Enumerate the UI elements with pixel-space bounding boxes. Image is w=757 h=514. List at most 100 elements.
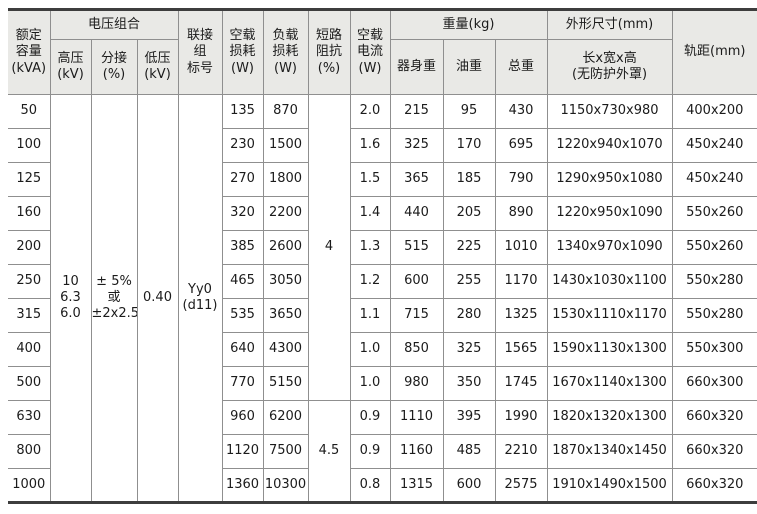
cell-no-load-loss: 230 [221, 128, 264, 163]
cell-load-loss: 10300 [262, 468, 309, 503]
cell-no-load-loss: 535 [221, 298, 264, 333]
cell-load-loss: 2200 [262, 196, 309, 231]
cell-oil-weight: 255 [442, 264, 496, 299]
cell-body-weight: 515 [389, 230, 444, 265]
header-body-weight: 器身重 [389, 39, 444, 95]
cell-load-loss: 7500 [262, 434, 309, 469]
cell-gauge: 550x300 [671, 332, 757, 367]
header-oil-weight: 油重 [442, 39, 496, 95]
cell-total-weight: 1010 [494, 230, 548, 265]
cell-no-load-loss: 1120 [221, 434, 264, 469]
table-row: 100 230 1500 1.6 325 170 695 1220x940x1070 450x2… [8, 128, 757, 163]
cell-dimensions: 1820x1320x1300 [546, 400, 673, 435]
cell-no-load-current: 1.5 [349, 162, 391, 197]
cell-no-load-current: 1.2 [349, 264, 391, 299]
cell-dimensions: 1670x1140x1300 [546, 366, 673, 401]
cell-no-load-current: 0.9 [349, 400, 391, 435]
cell-body-weight: 715 [389, 298, 444, 333]
cell-capacity: 200 [8, 230, 51, 265]
cell-load-loss: 3050 [262, 264, 309, 299]
cell-no-load-loss: 1360 [221, 468, 264, 503]
cell-body-weight: 325 [389, 128, 444, 163]
cell-gauge: 660x300 [671, 366, 757, 401]
table-header: 额定 容量 (kVA) 电压组合 联接 组 标号 空载 损耗 (W) 负载 损耗… [8, 9, 757, 95]
cell-total-weight: 1990 [494, 400, 548, 435]
cell-capacity: 400 [8, 332, 51, 367]
cell-no-load-current: 1.0 [349, 366, 391, 401]
cell-body-weight: 365 [389, 162, 444, 197]
cell-no-load-current: 1.4 [349, 196, 391, 231]
header-voltage-group: 电压组合 [49, 9, 179, 40]
cell-impedance-merged: 4 [307, 94, 351, 401]
cell-total-weight: 1745 [494, 366, 548, 401]
cell-total-weight: 2575 [494, 468, 548, 503]
cell-dimensions: 1870x1340x1450 [546, 434, 673, 469]
cell-tap-merged: ± 5% 或 ±2x2.5 [90, 94, 138, 503]
cell-gauge: 550x260 [671, 196, 757, 231]
cell-dimensions: 1150x730x980 [546, 94, 673, 129]
cell-body-weight: 1160 [389, 434, 444, 469]
cell-load-loss: 1500 [262, 128, 309, 163]
header-hv: 高压 (kV) [50, 39, 92, 95]
cell-dimensions: 1590x1130x1300 [546, 332, 673, 367]
header-gauge: 轨距(mm) [671, 9, 757, 95]
cell-no-load-loss: 960 [221, 400, 264, 435]
header-total-weight: 总重 [494, 39, 548, 95]
cell-capacity: 500 [8, 366, 51, 401]
cell-no-load-loss: 770 [221, 366, 264, 401]
cell-no-load-current: 1.6 [349, 128, 391, 163]
cell-gauge: 400x200 [671, 94, 757, 129]
cell-gauge: 660x320 [671, 434, 757, 469]
cell-load-loss: 1800 [262, 162, 309, 197]
cell-no-load-loss: 135 [221, 94, 264, 129]
cell-oil-weight: 395 [442, 400, 496, 435]
cell-capacity: 1000 [8, 468, 51, 503]
cell-total-weight: 890 [494, 196, 548, 231]
header-no-load-current: 空载 电流 (W) [349, 9, 391, 95]
cell-gauge: 550x260 [671, 230, 757, 265]
cell-total-weight: 1170 [494, 264, 548, 299]
cell-load-loss: 4300 [262, 332, 309, 367]
cell-oil-weight: 280 [442, 298, 496, 333]
cell-total-weight: 1325 [494, 298, 548, 333]
cell-total-weight: 1565 [494, 332, 548, 367]
cell-gauge: 450x240 [671, 162, 757, 197]
cell-load-loss: 5150 [262, 366, 309, 401]
cell-dimensions: 1220x950x1090 [546, 196, 673, 231]
cell-load-loss: 870 [262, 94, 309, 129]
transformer-spec-table: 额定 容量 (kVA) 电压组合 联接 组 标号 空载 损耗 (W) 负载 损耗… [8, 8, 757, 504]
header-vector-group: 联接 组 标号 [177, 9, 223, 95]
header-dimensions-group: 外形尺寸(mm) [546, 9, 673, 40]
cell-total-weight: 430 [494, 94, 548, 129]
cell-no-load-loss: 320 [221, 196, 264, 231]
table-row: 50 10 6.3 6.0 ± 5% 或 ±2x2.5 0.40 Yy0 (d11) 13… [8, 94, 757, 503]
table-row: 160 320 2200 1.4 440 205 890 1220x950x1090 550x2… [8, 196, 757, 231]
cell-dimensions: 1290x950x1080 [546, 162, 673, 197]
cell-no-load-loss: 640 [221, 332, 264, 367]
cell-oil-weight: 485 [442, 434, 496, 469]
cell-no-load-current: 1.3 [349, 230, 391, 265]
cell-no-load-loss: 465 [221, 264, 264, 299]
cell-total-weight: 695 [494, 128, 548, 163]
header-no-load-loss: 空载 损耗 (W) [221, 9, 264, 95]
cell-dimensions: 1430x1030x1100 [546, 264, 673, 299]
cell-no-load-current: 1.1 [349, 298, 391, 333]
cell-vector-group-merged: Yy0 (d11) [177, 94, 223, 503]
cell-total-weight: 790 [494, 162, 548, 197]
cell-oil-weight: 205 [442, 196, 496, 231]
cell-load-loss: 3650 [262, 298, 309, 333]
cell-impedance-merged: 4.5 [307, 400, 351, 503]
cell-body-weight: 600 [389, 264, 444, 299]
header-dimensions-sub: 长x宽x高 (无防护外罩) [546, 39, 673, 95]
cell-dimensions: 1340x970x1090 [546, 230, 673, 265]
header-load-loss: 负载 损耗 (W) [262, 9, 309, 95]
cell-no-load-current: 0.9 [349, 434, 391, 469]
table-body: 50 10 6.3 6.0 ± 5% 或 ±2x2.5 0.40 Yy0 (d11) 13… [8, 94, 757, 503]
cell-dimensions: 1910x1490x1500 [546, 468, 673, 503]
cell-oil-weight: 350 [442, 366, 496, 401]
cell-total-weight: 2210 [494, 434, 548, 469]
cell-oil-weight: 225 [442, 230, 496, 265]
cell-oil-weight: 170 [442, 128, 496, 163]
cell-body-weight: 1315 [389, 468, 444, 503]
